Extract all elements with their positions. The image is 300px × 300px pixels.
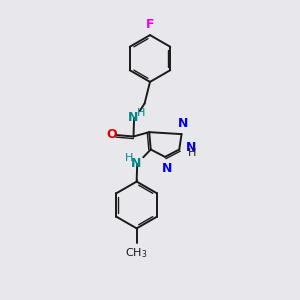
Text: N: N	[130, 157, 141, 170]
Text: O: O	[106, 128, 117, 142]
Text: H: H	[188, 148, 196, 158]
Text: H: H	[125, 154, 133, 164]
Text: CH$_3$: CH$_3$	[125, 246, 148, 260]
Text: N: N	[128, 111, 138, 124]
Text: F: F	[146, 18, 154, 31]
Text: H: H	[136, 107, 145, 118]
Text: N: N	[186, 141, 196, 154]
Text: N: N	[162, 162, 172, 175]
Text: N: N	[178, 117, 188, 130]
